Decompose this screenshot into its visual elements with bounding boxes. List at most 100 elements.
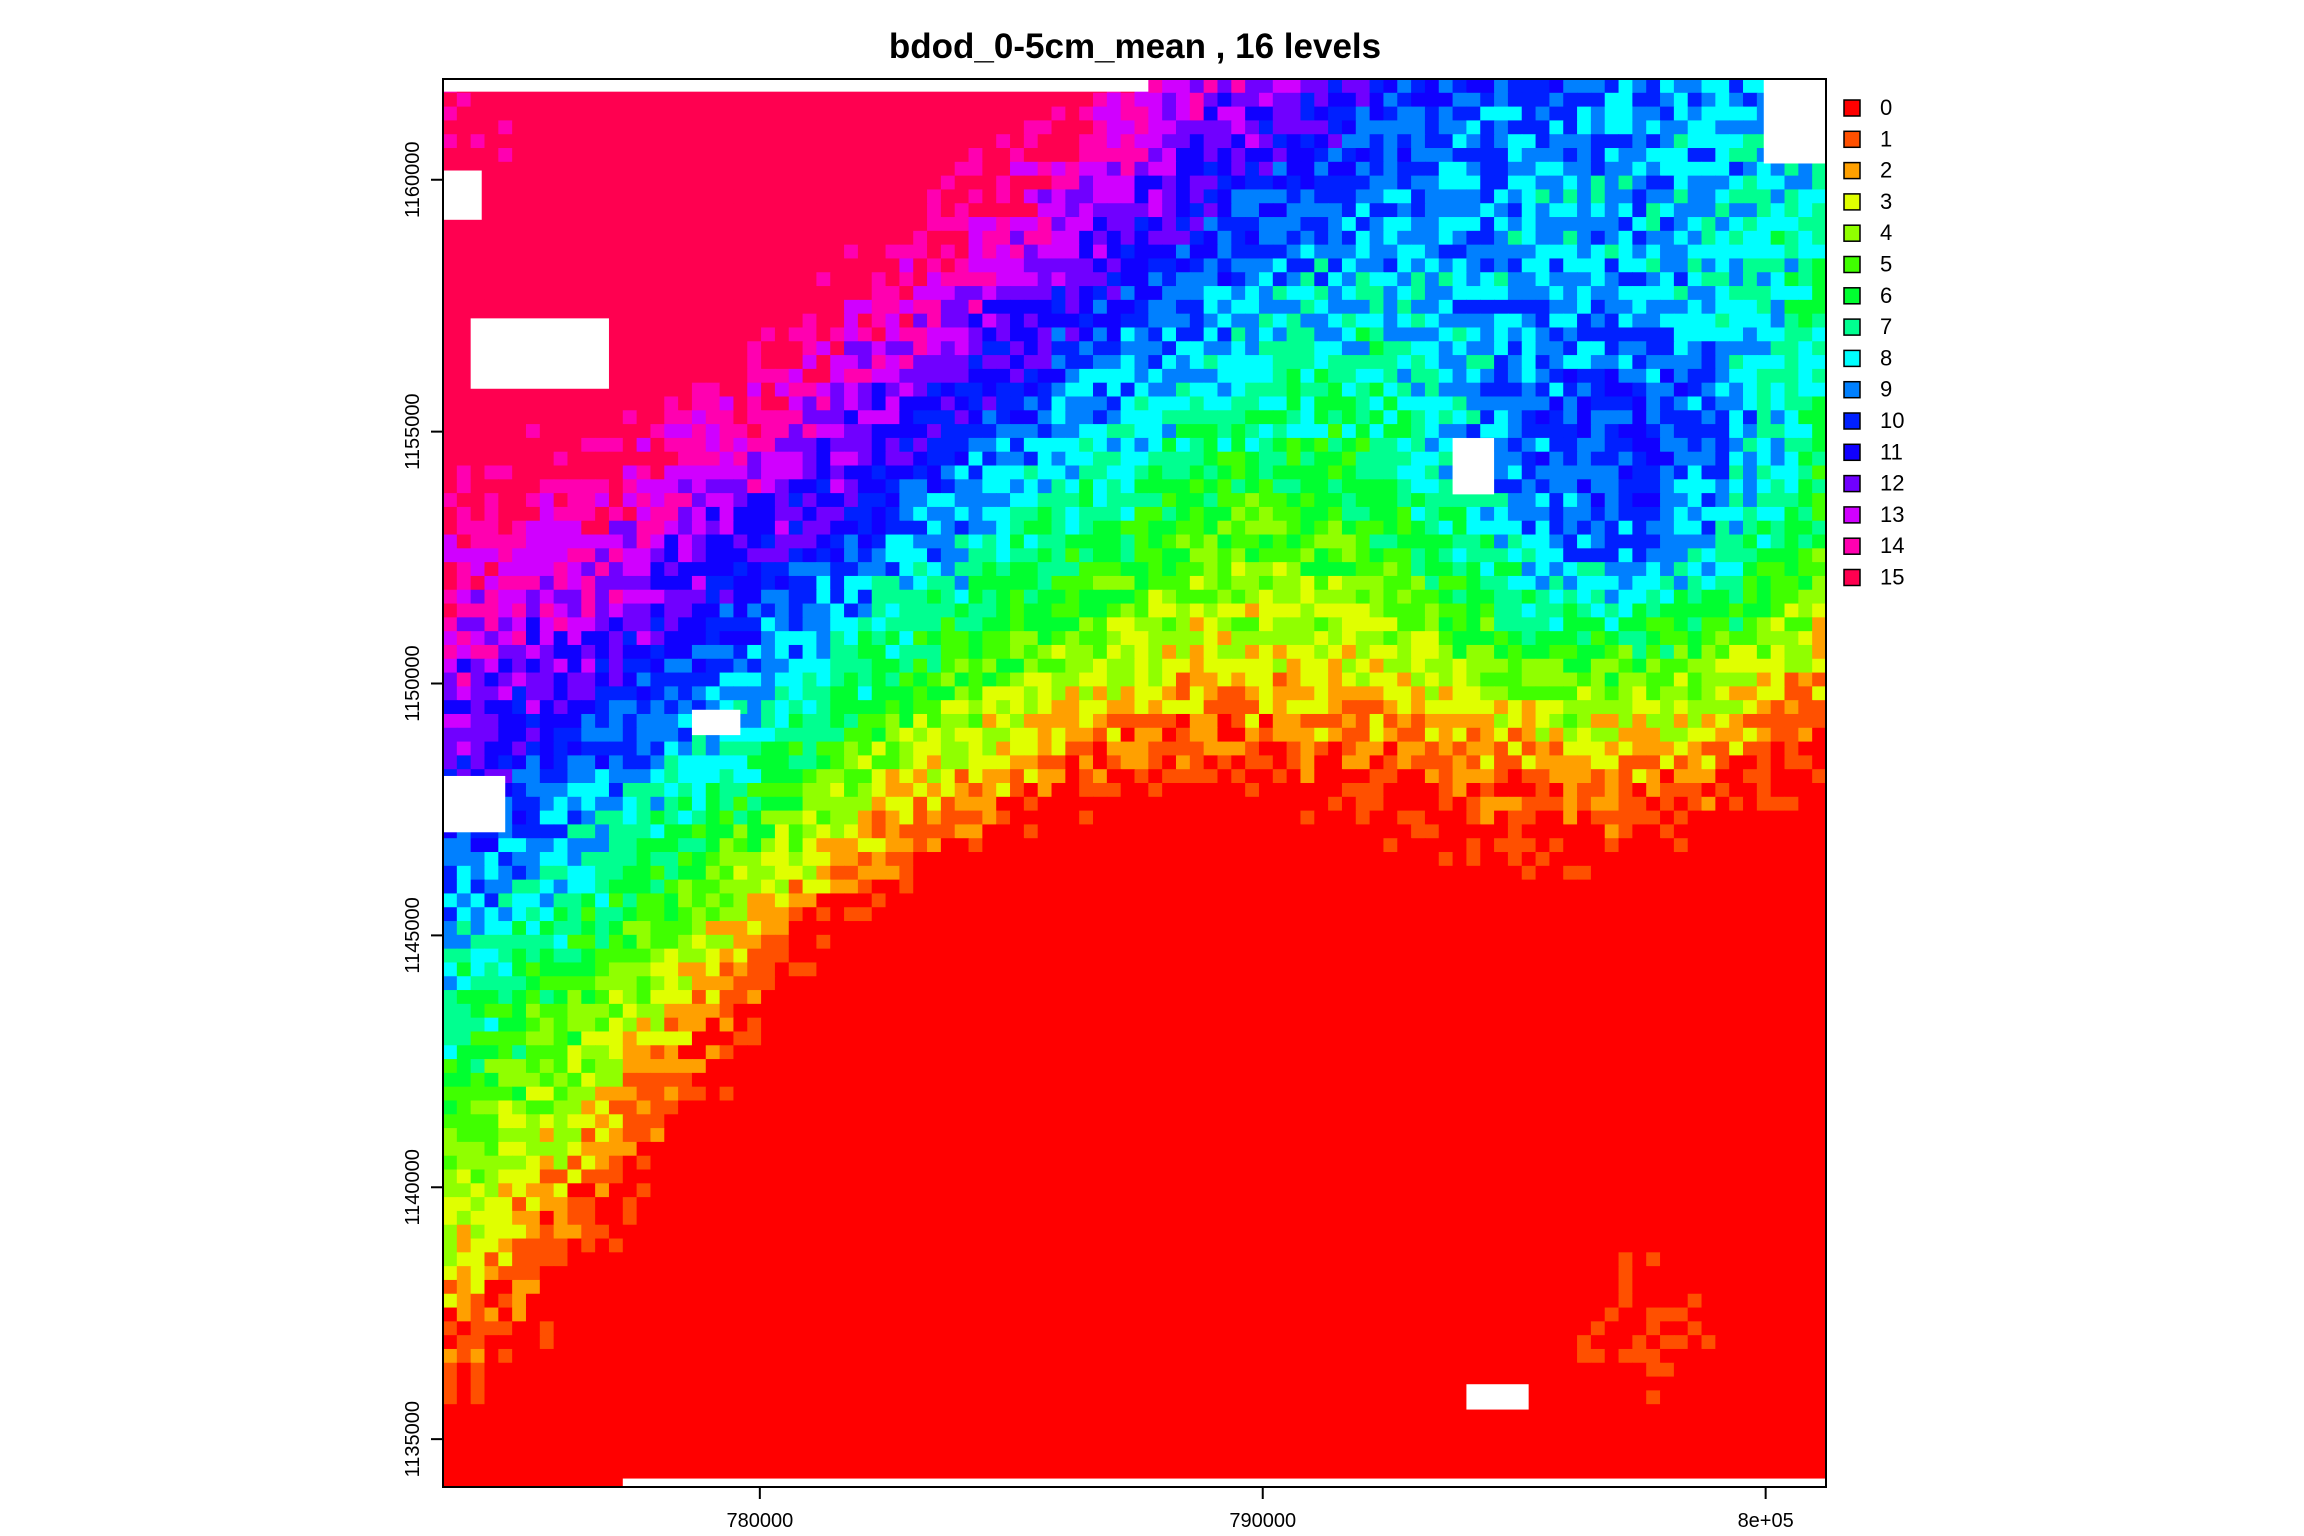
raster-cell [1812, 534, 1827, 549]
raster-cell [1452, 313, 1468, 329]
raster-cell [512, 217, 527, 232]
raster-cell [581, 189, 596, 204]
raster-cell [913, 286, 928, 301]
raster-cell [650, 244, 665, 260]
raster-cell [1286, 230, 1302, 246]
raster-cell [512, 700, 527, 715]
raster-cell [774, 272, 790, 287]
raster-cell [1411, 631, 1426, 646]
raster-cell [608, 741, 624, 756]
raster-cell [581, 258, 596, 273]
raster-cell [1245, 617, 1260, 632]
raster-cell [581, 631, 596, 646]
raster-cell [636, 741, 652, 756]
raster-cell [1743, 575, 1758, 591]
raster-cell [747, 700, 762, 715]
raster-cell [1618, 286, 1633, 301]
raster-cell [1452, 396, 1468, 411]
raster-cell [1701, 368, 1716, 384]
raster-cell [1245, 548, 1260, 563]
raster-cell [788, 120, 804, 135]
raster-cell [1687, 368, 1703, 384]
raster-cell [1480, 120, 1495, 135]
raster-cell [857, 562, 873, 577]
raster-cell [954, 631, 970, 646]
raster-cell [968, 727, 983, 743]
raster-cell [1093, 382, 1108, 398]
raster-cell [1798, 700, 1813, 715]
raster-cell [1272, 713, 1288, 729]
raster-cell [1507, 713, 1523, 729]
raster-cell [1604, 603, 1620, 618]
raster-cell [1549, 727, 1564, 743]
raster-cell [844, 244, 859, 260]
raster-cell [940, 134, 956, 149]
raster-cell [1480, 589, 1495, 605]
raster-cell [1314, 755, 1329, 770]
raster-cell [498, 161, 513, 177]
raster-cell [1812, 327, 1827, 342]
raster-cell [1784, 341, 1799, 356]
raster-cell [1590, 755, 1606, 770]
raster-cell [1784, 617, 1799, 632]
raster-cell [719, 189, 735, 204]
raster-cell [1535, 589, 1550, 605]
raster-cell [1272, 368, 1288, 384]
raster-cell [1646, 520, 1661, 536]
raster-cell [525, 106, 541, 122]
raster-cell [1604, 755, 1620, 770]
raster-cell [1549, 299, 1564, 315]
raster-cell [1231, 396, 1246, 411]
raster-cell [1065, 382, 1080, 398]
raster-cell [830, 327, 845, 342]
raster-cell [1272, 672, 1288, 687]
raster-cell [595, 410, 610, 425]
raster-cell [761, 230, 776, 246]
raster-cell [857, 589, 873, 605]
raster-cell [1258, 644, 1274, 660]
raster-cell [1452, 92, 1468, 108]
raster-cell [553, 741, 569, 756]
raster-cell [512, 686, 527, 701]
raster-cell [1272, 575, 1288, 591]
raster-cell [1618, 79, 1633, 94]
raster-cell [1729, 686, 1744, 701]
raster-cell [1397, 617, 1412, 632]
raster-cell [1231, 562, 1246, 577]
raster-cell [650, 120, 665, 135]
raster-cell [1328, 368, 1343, 384]
raster-cell [830, 713, 845, 729]
raster-cell [1480, 755, 1495, 770]
raster-cell [1729, 437, 1744, 453]
raster-cell [456, 493, 472, 508]
raster-cell [1715, 230, 1730, 246]
raster-cell [1549, 451, 1564, 467]
raster-cell [498, 700, 513, 715]
raster-cell [567, 272, 582, 287]
raster-cell [1452, 175, 1468, 191]
raster-cell [1480, 286, 1495, 301]
raster-cell [1715, 396, 1730, 411]
raster-cell [913, 534, 928, 549]
raster-cell [1673, 161, 1689, 177]
raster-cell [1258, 686, 1274, 701]
raster-cell [705, 617, 721, 632]
raster-cell [871, 479, 887, 494]
raster-cell [788, 589, 804, 605]
raster-cell [885, 217, 900, 232]
raster-cell [1189, 658, 1205, 674]
raster-cell [1314, 603, 1329, 618]
raster-cell [1203, 189, 1219, 204]
raster-cell [1411, 424, 1426, 439]
raster-cell [1687, 189, 1703, 204]
raster-cell [1466, 299, 1481, 315]
raster-cell [1549, 506, 1564, 522]
raster-cell [608, 368, 624, 384]
raster-cell [1383, 299, 1398, 315]
raster-cell [1175, 562, 1191, 577]
raster-cell [1355, 644, 1371, 660]
raster-cell [1577, 396, 1592, 411]
raster-cell [484, 741, 499, 756]
raster-cell [664, 493, 679, 508]
raster-cell [761, 534, 776, 549]
